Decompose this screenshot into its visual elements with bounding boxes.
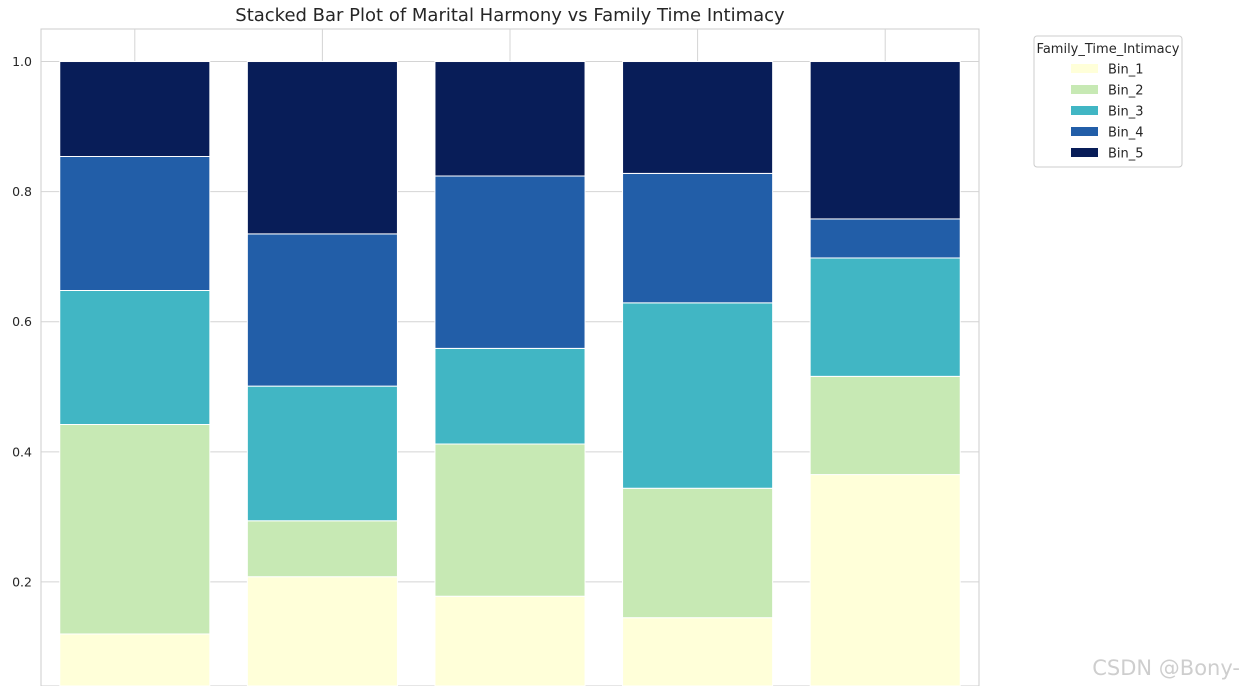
y-tick-label: 0.2	[12, 574, 32, 589]
bars	[59, 61, 961, 686]
bar-segment-bin-3-2	[246, 385, 398, 522]
legend-swatch-bin-5	[1071, 148, 1098, 157]
bar-segment-bin-2-4	[622, 487, 774, 619]
bar-segment-bin-4-1	[59, 155, 211, 291]
bar-segment-bin-4-5	[809, 218, 961, 259]
bar-segment-bin-2-3	[434, 443, 586, 597]
legend-title: Family_Time_Intimacy	[1037, 42, 1180, 57]
legend-label-bin-2: Bin_2	[1108, 84, 1144, 99]
legend-swatch-bin-1	[1071, 64, 1098, 73]
legend-label-bin-3: Bin_3	[1108, 105, 1144, 120]
chart-title: Stacked Bar Plot of Marital Harmony vs F…	[235, 5, 785, 26]
bar-segment-bin-5-4	[622, 61, 774, 174]
legend-items: Bin_1 Bin_2 Bin_3 Bin_4 Bin_5	[1071, 63, 1144, 162]
y-tick-label: 0.8	[12, 184, 32, 199]
legend-swatch-bin-2	[1071, 85, 1098, 94]
y-tick-label: 0.4	[12, 444, 32, 459]
bar-segment-bin-1-2	[246, 576, 398, 686]
bar-segment-bin-5-5	[809, 61, 961, 220]
bar-segment-bin-3-3	[434, 347, 586, 445]
legend-label-bin-4: Bin_4	[1108, 126, 1144, 141]
bar-segment-bin-4-2	[246, 233, 398, 387]
legend-label-bin-5: Bin_5	[1108, 147, 1144, 162]
legend-swatch-bin-3	[1071, 106, 1098, 115]
bar-segment-bin-3-4	[622, 302, 774, 489]
bar-segment-bin-1-1	[59, 633, 211, 686]
bar-segment-bin-4-3	[434, 175, 586, 349]
y-tick-label: 1.0	[12, 54, 32, 69]
y-tick-labels: 0.2 0.4 0.6 0.8 1.0	[12, 54, 32, 589]
y-tick-label: 0.6	[12, 314, 32, 329]
bar-segment-bin-3-5	[809, 257, 961, 377]
legend: Family_Time_Intimacy Bin_1Bin_2Bin_3Bin_…	[1033, 35, 1183, 168]
bar-segment-bin-2-2	[246, 520, 398, 578]
bar-segment-bin-5-3	[434, 61, 586, 177]
bar-segment-bin-5-2	[246, 61, 398, 235]
bar-segment-bin-3-1	[59, 289, 211, 426]
legend-swatch-bin-4	[1071, 127, 1098, 136]
bar-segment-bin-2-1	[59, 424, 211, 635]
bar-segment-bin-1-5	[809, 474, 961, 686]
bar-segment-bin-2-5	[809, 375, 961, 476]
bar-segment-bin-4-4	[622, 172, 774, 304]
watermark: CSDN @Bony-	[1092, 656, 1240, 680]
bar-segment-bin-1-4	[622, 617, 774, 686]
bar-segment-bin-5-1	[59, 61, 211, 157]
bar-segment-bin-1-3	[434, 595, 586, 686]
legend-label-bin-1: Bin_1	[1108, 63, 1144, 78]
